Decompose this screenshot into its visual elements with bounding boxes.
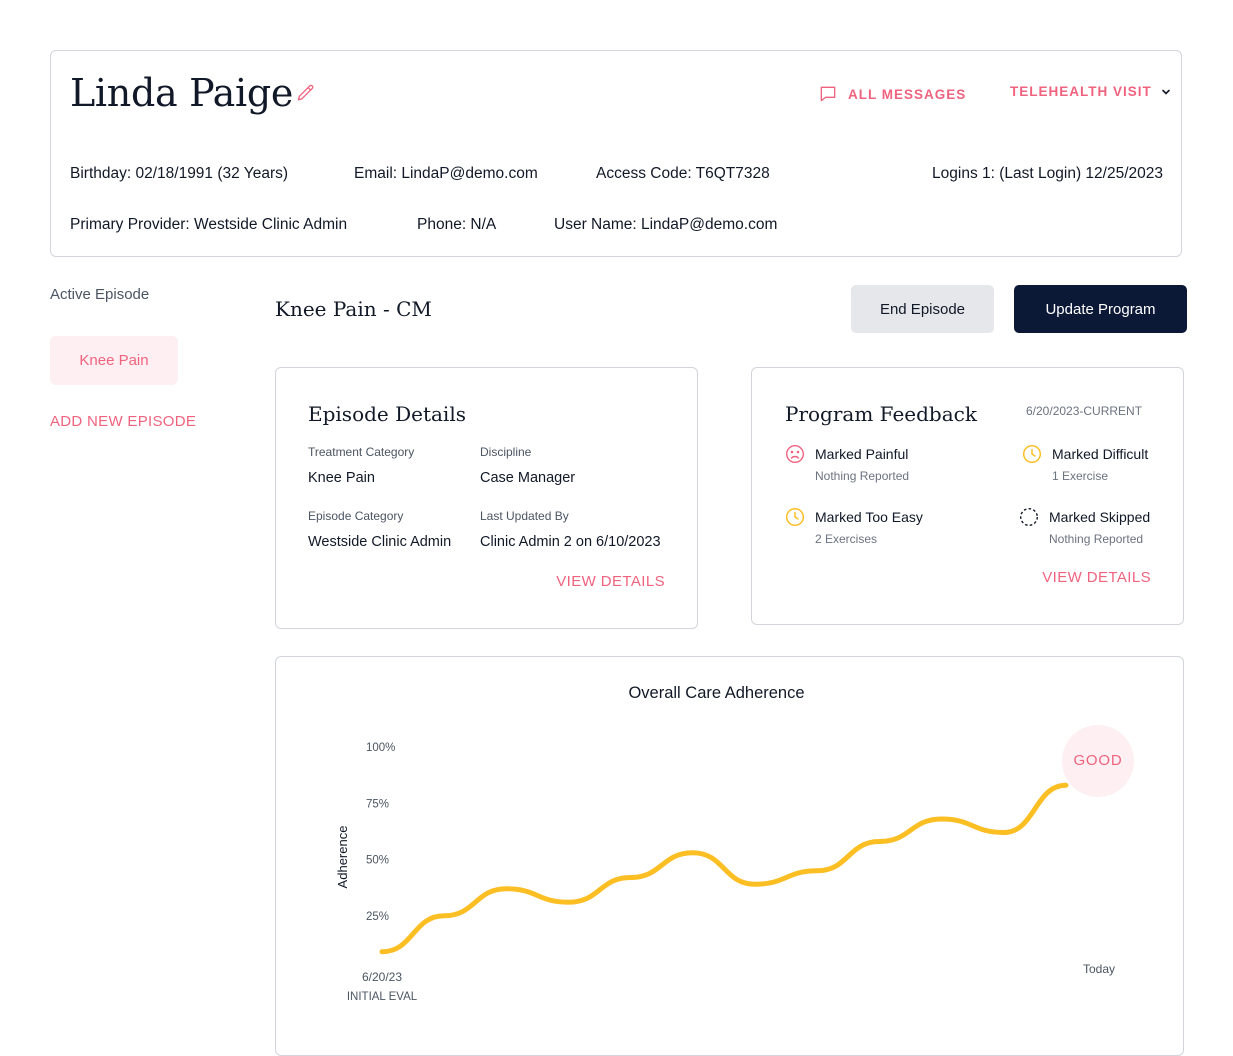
logins-text: Logins 1: (Last Login) 12/25/2023 [932,165,1163,182]
feedback-date-range: 6/20/2023-CURRENT [1026,404,1143,418]
phone-text: Phone: N/A [417,216,497,233]
clock-icon [785,507,805,527]
add-new-episode-link[interactable]: ADD NEW EPISODE [50,413,197,430]
clock-icon [1022,444,1042,464]
marked-skipped-sub: Nothing Reported [1049,532,1144,546]
chevron-down-icon [1161,89,1170,95]
marked-skipped-label: Marked Skipped [1049,509,1151,525]
treatment-category-value: Knee Pain [308,470,375,486]
access-code-text: Access Code: T6QT7328 [596,165,770,182]
marked-too-easy-sub: 2 Exercises [815,532,878,546]
active-episode-heading: Active Episode [50,286,150,303]
chat-icon [820,86,836,102]
episode-view-details-link[interactable]: VIEW DETAILS [556,573,665,590]
user-name-text: User Name: LindaP@demo.com [554,216,778,233]
update-program-button[interactable]: Update Program [1014,285,1187,333]
telehealth-visit-dropdown[interactable]: TELEHEALTH VISIT [1010,84,1172,99]
last-updated-value: Clinic Admin 2 on 6/10/2023 [480,534,661,550]
end-episode-button[interactable]: End Episode [851,285,994,333]
telehealth-label: TELEHEALTH VISIT [1010,84,1152,99]
program-feedback-title: Program Feedback [785,402,977,426]
all-messages-label: ALL MESSAGES [848,86,967,102]
patient-header-card: Linda Paige ALL MESSAGES TELEHEALTH VISI… [50,50,1182,257]
episode-category-label: Episode Category [308,509,404,523]
primary-provider-text: Primary Provider: Westside Clinic Admin [70,216,348,233]
dashed-circle-icon [1019,507,1039,527]
episode-pill-knee-pain[interactable]: Knee Pain [50,336,178,385]
discipline-value: Case Manager [480,470,576,486]
marked-difficult-label: Marked Difficult [1052,446,1149,462]
episode-details-card: Episode Details Treatment Category Knee … [275,367,698,629]
chart-title: Overall Care Adherence [628,684,805,702]
program-feedback-card: Program Feedback 6/20/2023-CURRENT Marke… [751,367,1184,625]
marked-too-easy-label: Marked Too Easy [815,509,923,525]
sad-face-icon [785,444,805,464]
all-messages-button[interactable]: ALL MESSAGES [818,84,966,104]
episode-category-value: Westside Clinic Admin [308,534,452,550]
email-text: Email: LindaP@demo.com [354,165,538,182]
episode-details-title: Episode Details [308,402,466,426]
last-updated-label: Last Updated By [480,509,569,523]
treatment-category-label: Treatment Category [308,445,415,459]
marked-painful-label: Marked Painful [815,446,909,462]
patient-name: Linda Paige [70,71,294,115]
marked-difficult-sub: 1 Exercise [1052,469,1109,483]
discipline-label: Discipline [480,445,532,459]
episode-title: Knee Pain - CM [275,297,432,321]
marked-painful-sub: Nothing Reported [815,469,910,483]
feedback-view-details-link[interactable]: VIEW DETAILS [1042,569,1151,586]
pencil-icon[interactable] [296,83,316,103]
birthday-text: Birthday: 02/18/1991 (32 Years) [70,165,289,182]
care-adherence-card [275,656,1184,1056]
